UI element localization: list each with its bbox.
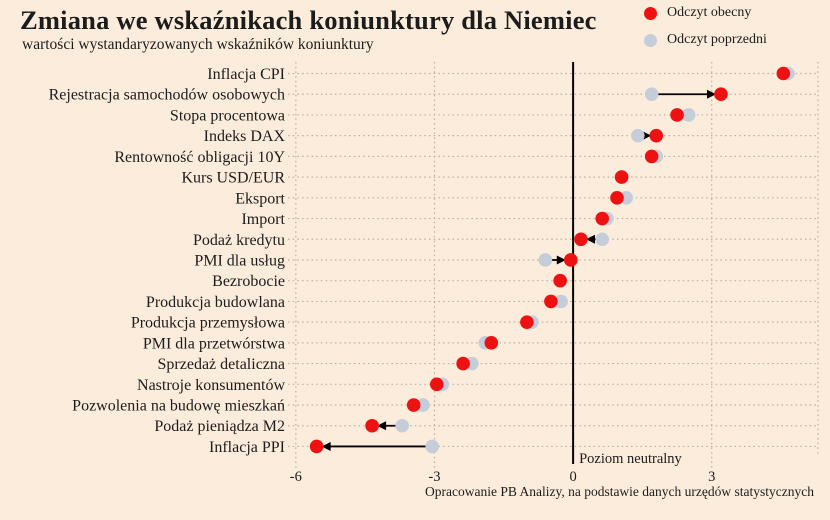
current-reading-dot	[309, 439, 324, 454]
current-reading-dot	[649, 128, 664, 143]
current-reading-dot	[563, 253, 578, 267]
legend-item-previous: Odczyt poprzedni	[644, 32, 767, 48]
category-label: Sprzedaż detaliczna	[158, 356, 285, 373]
category-label: Podaż pieniądza M2	[154, 418, 285, 435]
category-label: Stopa procentowa	[170, 107, 285, 124]
current-reading-dot	[574, 232, 588, 247]
x-tick-label: 0	[569, 469, 576, 485]
change-arrow-head-icon	[377, 421, 387, 431]
previous-reading-dot-icon	[644, 33, 657, 47]
previous-reading-dot	[681, 108, 696, 122]
category-label: PMI dla przetwórstwa	[143, 335, 285, 352]
category-label: Inflacja CPI	[207, 66, 285, 83]
category-label: Kurs USD/EUR	[181, 170, 285, 187]
category-label: Inflacja PPI	[209, 439, 285, 456]
current-reading-dot	[644, 149, 659, 164]
category-label: Produkcja przemysłowa	[131, 315, 285, 332]
current-reading-dot	[484, 336, 499, 350]
x-tick-label: 3	[708, 469, 715, 485]
category-label: Import	[241, 211, 285, 228]
legend: Odczyt obecny Odczyt poprzedni	[644, 5, 767, 48]
category-label: Indeks DAX	[204, 128, 286, 145]
current-reading-dot	[365, 418, 379, 433]
previous-reading-dot	[644, 87, 659, 102]
x-tick-label: -6	[290, 469, 302, 485]
current-reading-dot	[544, 294, 558, 309]
category-label: Bezrobocie	[212, 273, 285, 290]
previous-reading-dot	[425, 439, 439, 454]
current-reading-dot	[614, 170, 629, 184]
legend-label-current: Odczyt obecny	[667, 5, 752, 20]
current-reading-dot	[714, 87, 728, 102]
category-label: Rentowność obligacji 10Y	[114, 149, 285, 166]
previous-reading-dot	[630, 128, 645, 143]
previous-reading-dot	[395, 418, 409, 433]
x-tick-label: -3	[428, 469, 440, 485]
current-reading-dot	[610, 191, 624, 205]
page-subtitle: wartości wystandaryzowanych wskaźników k…	[22, 36, 374, 53]
change-arrow-head-icon	[706, 89, 716, 99]
current-reading-dot	[429, 377, 444, 392]
current-reading-dot	[595, 211, 610, 226]
category-label: Rejestracja samochodów osobowych	[49, 87, 285, 104]
category-label: Produkcja budowlana	[146, 294, 285, 311]
previous-reading-dot	[595, 232, 610, 247]
change-arrow-head-icon	[585, 234, 595, 244]
current-reading-dot	[520, 315, 534, 329]
category-label: Pozwolenia na budowę mieszkań	[72, 398, 285, 415]
current-reading-dot-icon	[644, 6, 657, 20]
source-note: Opracowanie PB Analizy, na podstawie dan…	[424, 484, 814, 499]
previous-reading-dot	[554, 294, 568, 309]
neutral-line-label: Poziom neutralny	[579, 451, 682, 467]
category-label: Podaż kredytu	[193, 232, 285, 249]
current-reading-dot	[670, 108, 684, 122]
legend-item-current: Odczyt obecny	[644, 5, 767, 21]
change-arrow-head-icon	[321, 441, 331, 451]
current-reading-dot	[456, 356, 470, 371]
category-label: Nastroje konsumentów	[137, 377, 285, 394]
page-title: Zmiana we wskaźnikach koniunktury dla Ni…	[20, 5, 597, 35]
change-arrow-head-icon	[556, 255, 566, 265]
current-reading-dot	[776, 66, 791, 81]
current-reading-dot	[553, 273, 567, 288]
category-label: Eksport	[235, 190, 285, 207]
category-label: PMI dla usług	[194, 252, 285, 269]
legend-label-previous: Odczyt poprzedni	[667, 32, 767, 47]
current-reading-dot	[406, 398, 421, 412]
previous-reading-dot	[538, 253, 553, 267]
change-arrow-head-icon	[642, 131, 652, 141]
